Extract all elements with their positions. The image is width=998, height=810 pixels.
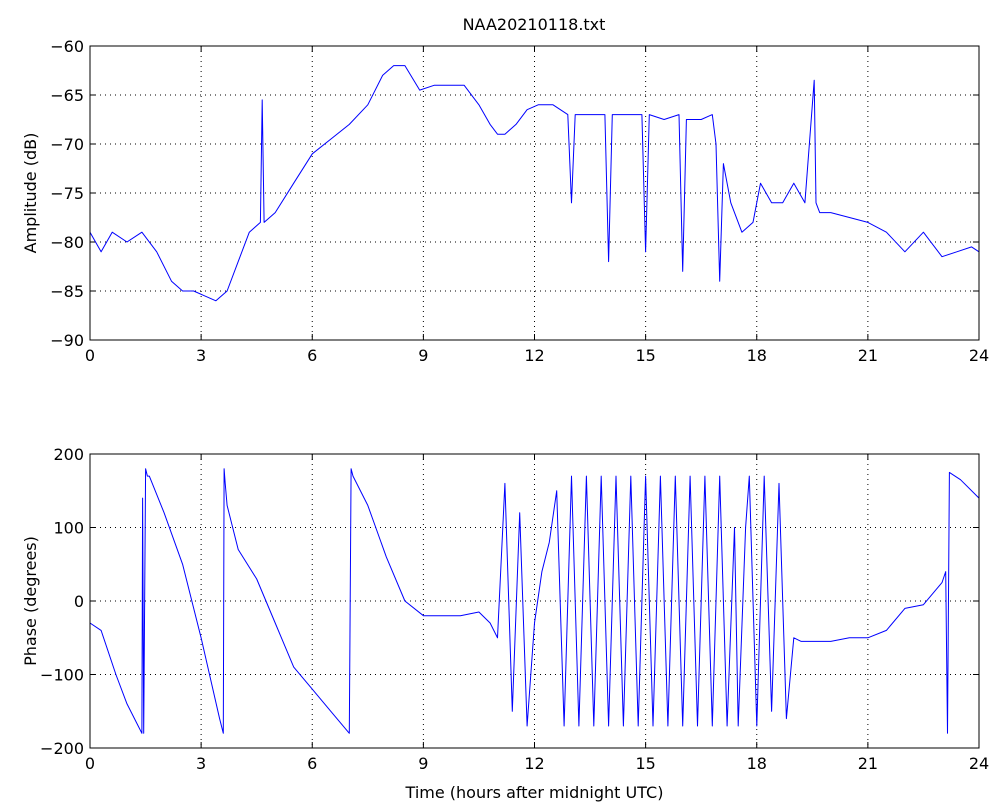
phase-x-tick-label: 21 — [858, 754, 878, 773]
phase-series-line — [89, 468, 980, 734]
phase-y-tick-label: −100 — [40, 666, 84, 685]
amplitude-x-tick-label: 24 — [969, 346, 989, 365]
phase-y-tick-label: −200 — [40, 739, 84, 758]
amplitude-series-line — [89, 65, 980, 302]
amplitude-x-tick-label: 3 — [196, 346, 206, 365]
amplitude-plot: 0 3 6 9 12 15 18 21 24 −90 −85 −80 −75 −70 −65 −60 Ampli… — [21, 37, 989, 365]
amplitude-x-tick-label: 12 — [524, 346, 544, 365]
phase-x-tick-label: 9 — [418, 754, 428, 773]
phase-x-tick-label: 15 — [635, 754, 655, 773]
phase-x-tick-label: 12 — [524, 754, 544, 773]
amplitude-axes-box — [89, 45, 980, 341]
phase-y-axis-label: Phase (degrees) — [21, 536, 40, 666]
phase-x-tick-label: 18 — [747, 754, 767, 773]
phase-axes-box — [89, 453, 980, 749]
phase-x-tick-label: 0 — [85, 754, 95, 773]
amplitude-y-tick-label: −90 — [50, 331, 84, 350]
amplitude-x-tick-label: 15 — [635, 346, 655, 365]
amplitude-x-tick-label: 21 — [858, 346, 878, 365]
phase-x-axis-label: Time (hours after midnight UTC) — [405, 783, 664, 802]
amplitude-x-tick-label: 18 — [747, 346, 767, 365]
amplitude-y-tick-label: −85 — [50, 282, 84, 301]
amplitude-y-axis-label: Amplitude (dB) — [21, 133, 40, 254]
amplitude-y-tick-label: −65 — [50, 86, 84, 105]
amplitude-x-tick-label: 0 — [85, 346, 95, 365]
amplitude-y-tick-label: −75 — [50, 184, 84, 203]
amplitude-y-tick-label: −80 — [50, 233, 84, 252]
phase-y-tick-label: 100 — [53, 519, 84, 538]
chart-title: NAA20210118.txt — [463, 15, 606, 34]
amplitude-x-tick-label: 9 — [418, 346, 428, 365]
phase-y-tick-label: 200 — [53, 445, 84, 464]
phase-plot: 0 3 6 9 12 15 18 21 24 −200 −100 0 100 200 Phase (degr… — [21, 445, 989, 802]
phase-x-tick-label: 3 — [196, 754, 206, 773]
amplitude-y-tick-label: −60 — [50, 37, 84, 56]
phase-x-tick-label: 24 — [969, 754, 989, 773]
amplitude-y-tick-label: −70 — [50, 135, 84, 154]
phase-x-tick-label: 6 — [307, 754, 317, 773]
amplitude-x-tick-label: 6 — [307, 346, 317, 365]
phase-y-tick-label: 0 — [74, 592, 84, 611]
